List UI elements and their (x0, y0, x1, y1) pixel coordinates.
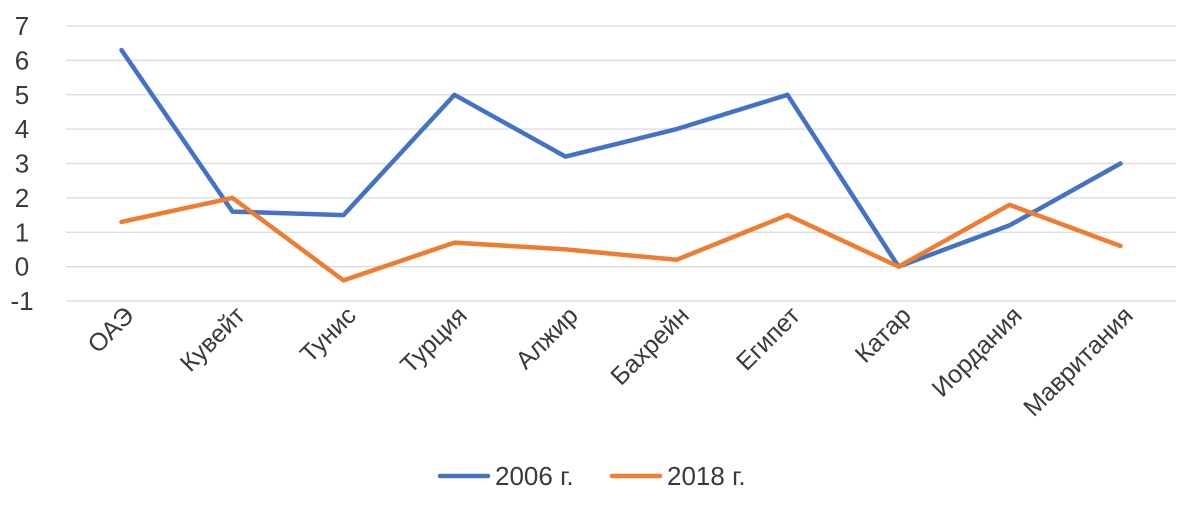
y-axis-ticks: -1 0 1 2 3 4 5 6 7 (10, 11, 33, 316)
x-tick-label: Египет (731, 301, 806, 376)
legend: 2006 г. 2018 г. (437, 461, 746, 491)
x-tick-label: Алжир (510, 301, 583, 374)
x-tick-label: Мавритания (1018, 301, 1139, 422)
y-tick-label: 4 (15, 114, 29, 144)
y-tick-label: 3 (15, 149, 29, 179)
x-tick-label: Катар (850, 301, 917, 368)
x-axis-ticks: ОАЭ Кувейт Тунис Турция Алжир Бахрейн Египет Ка… (82, 301, 1138, 422)
x-tick-label: Турция (395, 301, 473, 379)
legend-label-1: 2006 г. (495, 461, 574, 491)
x-tick-label: ОАЭ (82, 301, 139, 358)
x-tick-label: Иордания (927, 301, 1028, 402)
y-tick-label: 2 (15, 183, 29, 213)
legend-label-2: 2018 г. (667, 461, 746, 491)
x-tick-label: Тунис (295, 301, 362, 368)
series-lines (119, 47, 1123, 283)
series-line-2 (119, 195, 1123, 283)
x-tick-label: Кувейт (175, 301, 251, 377)
y-tick-label: -1 (10, 286, 33, 316)
y-tick-label: 5 (15, 80, 29, 110)
y-tick-label: 0 (15, 252, 29, 282)
y-tick-label: 6 (15, 45, 29, 75)
y-tick-label: 1 (15, 217, 29, 247)
x-tick-label: Бахрейн (605, 301, 694, 390)
series-line-1 (119, 47, 1123, 269)
gridlines (66, 25, 1176, 302)
y-tick-label: 7 (15, 11, 29, 41)
